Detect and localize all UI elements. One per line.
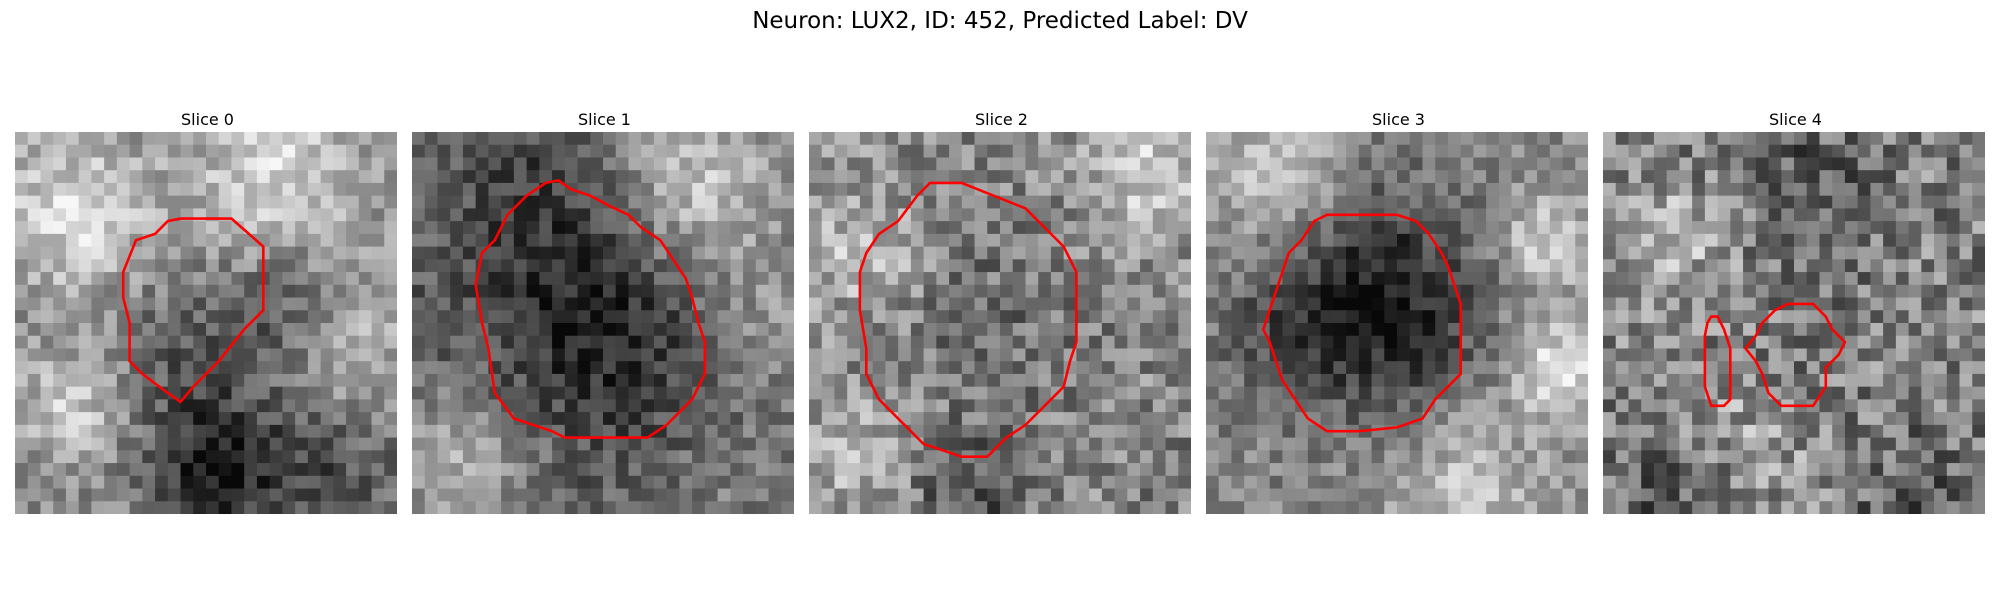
pixel-grid [1603, 132, 1985, 514]
slice-image [1206, 132, 1588, 514]
slice-0-image [15, 132, 397, 514]
slice-title: Slice 2 [975, 110, 1028, 129]
slice-title: Slice 4 [1769, 110, 1822, 129]
slice-2-image [809, 132, 1191, 514]
segmentation-contour-0 [858, 181, 1078, 459]
pixel-grid [15, 132, 397, 514]
slice-title: Slice 3 [1372, 110, 1425, 129]
figure-title: Neuron: LUX2, ID: 452, Predicted Label: … [752, 8, 1248, 34]
segmentation-contour-0 [1703, 315, 1732, 408]
segmentation-contour-0 [121, 217, 265, 404]
pixel-grid [1206, 132, 1588, 514]
slice-panel-2: Slice 2 [809, 108, 1194, 514]
slice-panel-4: Slice 4 [1603, 108, 1988, 514]
segmentation-contour-0 [1261, 213, 1462, 433]
slice-panel-3: Slice 3 [1206, 108, 1591, 514]
slice-panel-0: Slice 0 [15, 108, 400, 514]
slice-image [412, 132, 794, 514]
slice-3-image [1206, 132, 1588, 514]
slice-image [1603, 132, 1985, 514]
segmentation-contour-1 [1743, 302, 1847, 408]
slice-4-image [1603, 132, 1985, 514]
segmentation-contour-0 [474, 179, 707, 439]
slice-title: Slice 1 [578, 110, 631, 129]
slice-1-image [412, 132, 794, 514]
slice-image [809, 132, 1191, 514]
slice-image [15, 132, 397, 514]
slice-panel-1: Slice 1 [412, 108, 797, 514]
slice-title: Slice 0 [181, 110, 234, 129]
pixel-grid [809, 132, 1191, 514]
pixel-grid [412, 132, 794, 514]
